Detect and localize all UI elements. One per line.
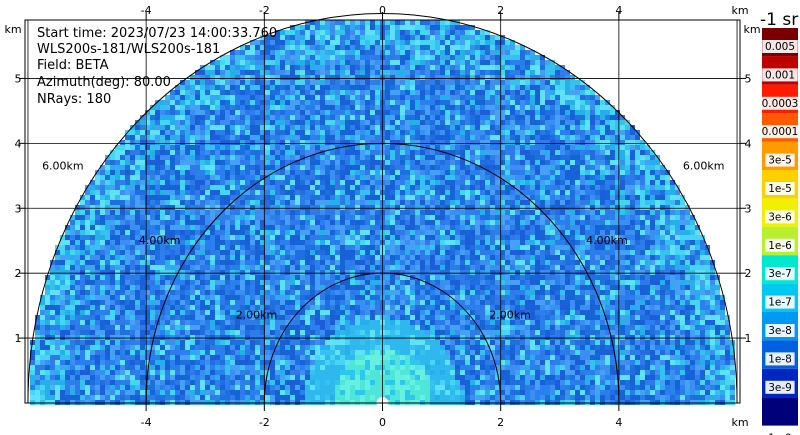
nrays-text: NRays: 180 bbox=[37, 92, 112, 107]
colorbar-label-bg bbox=[759, 125, 800, 139]
colorbar-label-bg bbox=[765, 182, 795, 195]
colorbar-label: 3e-8 bbox=[765, 324, 795, 337]
field-cells bbox=[335, 350, 425, 405]
x-tick-label-top: 2 bbox=[497, 4, 504, 17]
x-tick-label-top: -4 bbox=[141, 4, 152, 17]
field-cells bbox=[30, 20, 735, 405]
y-tick-label-right: 5 bbox=[745, 72, 752, 85]
y-tick-label-right: 3 bbox=[745, 202, 752, 215]
colorbar-swatch bbox=[762, 397, 798, 426]
y-tick-label: 1 bbox=[15, 332, 22, 345]
x-tick-label-top: 0 bbox=[379, 4, 386, 17]
axes: -4 -4 -2 -2 0 0 2 2 4 4 1 1 2 2 3 3 4 4 5 5 km km km km bbox=[4, 4, 760, 429]
range-ring-label: 6.00km bbox=[683, 160, 725, 173]
colorbar-label: 1e-8 bbox=[765, 352, 795, 366]
colorbar-label-bg bbox=[759, 96, 800, 110]
colorbar-label-bg bbox=[762, 68, 798, 82]
colorbar-label-bg bbox=[765, 238, 795, 252]
colorbar-label-text: 3e-9 bbox=[768, 382, 792, 394]
colorbar-label: 1e-7 bbox=[765, 295, 795, 309]
x-tick-label: 4 bbox=[615, 416, 622, 429]
field-text: Field: BETA bbox=[37, 58, 109, 73]
range-rings: 2.00km 2.00km 4.00km 4.00km 6.00km 6.00km bbox=[27, 13, 738, 404]
y-tick-label-right: 1 bbox=[745, 332, 752, 345]
y-tick-label: 2 bbox=[15, 267, 22, 280]
colorbar-label: 1e-9 bbox=[765, 431, 795, 435]
x-tick-label-top: -2 bbox=[259, 4, 270, 17]
range-ring-label: 6.00km bbox=[42, 160, 84, 173]
colorbar-title: -1 sr bbox=[760, 10, 799, 30]
range-ring-label: 4.00km bbox=[139, 234, 181, 247]
x-axis-unit-label: km bbox=[731, 416, 748, 429]
y-axis-unit-label: km bbox=[4, 23, 21, 36]
colorbar-label-text: 0.0001 bbox=[762, 126, 799, 138]
colorbar-label-text: 0.005 bbox=[765, 41, 795, 53]
y-tick-label: 3 bbox=[15, 202, 22, 215]
colorbar-label-text: 3e-7 bbox=[768, 268, 792, 280]
field-cells bbox=[305, 315, 460, 405]
colorbar-label-text: 0.0003 bbox=[762, 98, 799, 110]
colorbar-label: 0.0003 bbox=[759, 96, 800, 110]
instrument-text: WLS200s-181/WLS200s-181 bbox=[37, 42, 221, 57]
colorbar-label-text: 3e-8 bbox=[768, 325, 792, 337]
range-ring bbox=[263, 272, 502, 404]
colorbar-label: 0.001 bbox=[762, 68, 798, 82]
colorbar-label-text: 1e-5 bbox=[768, 183, 792, 195]
field-cells bbox=[35, 20, 735, 405]
colorbar-label: 3e-5 bbox=[765, 153, 795, 167]
colorbar: 0.005 0.001 0.0003 0.0001 3e-5 1e-5 3e-6 1e-6 3e… bbox=[759, 28, 800, 435]
colorbar-label-text: 3e-6 bbox=[768, 211, 792, 223]
colorbar-label-text: 1e-9 bbox=[768, 433, 792, 435]
colorbar-label: 3e-9 bbox=[765, 380, 795, 394]
colorbar-label-text: 1e-6 bbox=[768, 240, 792, 252]
colorbar-label-bg bbox=[765, 431, 795, 435]
colorbar-label-bg bbox=[765, 153, 795, 167]
azimuth-text: Azimuth(deg): 80.00 bbox=[37, 75, 171, 90]
colorbar-label: 1e-5 bbox=[765, 182, 795, 195]
colorbar-label-bg bbox=[765, 352, 795, 366]
y-tick-label: 4 bbox=[15, 137, 22, 150]
range-ring bbox=[145, 142, 620, 404]
range-ring-label: 2.00km bbox=[489, 309, 531, 322]
grid-lines bbox=[25, 20, 740, 403]
colorbar-label-text: 0.001 bbox=[765, 69, 795, 81]
colorbar-label: 0.005 bbox=[762, 40, 798, 53]
x-tick-label: -4 bbox=[141, 416, 152, 429]
colorbar-label: 3e-7 bbox=[765, 267, 795, 281]
field-cells bbox=[40, 20, 725, 405]
colorbar-label-bg bbox=[765, 210, 795, 224]
x-tick-label: -2 bbox=[259, 416, 270, 429]
x-tick-label: 0 bbox=[379, 416, 386, 429]
y-tick-label: 5 bbox=[15, 72, 22, 85]
y-axis-unit-label-right: km bbox=[743, 23, 760, 36]
colorbar-label: 3e-6 bbox=[765, 210, 795, 224]
colorbar-label-text: 1e-8 bbox=[768, 353, 792, 365]
range-ring-label: 4.00km bbox=[586, 234, 628, 247]
x-axis-unit-label-top: km bbox=[731, 4, 748, 17]
field-cells bbox=[335, 350, 425, 405]
colorbar-label-text: 3e-5 bbox=[768, 155, 792, 167]
colorbar-label-bg bbox=[765, 380, 795, 394]
y-tick-label-right: 2 bbox=[745, 267, 752, 280]
colorbar-label-bg bbox=[765, 324, 795, 337]
colorbar-label-bg bbox=[762, 40, 798, 53]
x-tick-label: 2 bbox=[497, 416, 504, 429]
colorbar-label: 1e-6 bbox=[765, 238, 795, 252]
colorbar-label: 0.0001 bbox=[759, 125, 800, 139]
colorbar-label-bg bbox=[765, 267, 795, 281]
start-time-text: Start time: 2023/07/23 14:00:33.760 bbox=[37, 26, 278, 41]
range-ring-label: 2.00km bbox=[236, 309, 278, 322]
y-tick-label-right: 4 bbox=[745, 137, 752, 150]
x-tick-label-top: 4 bbox=[615, 4, 622, 17]
colorbar-label-bg bbox=[765, 295, 795, 309]
colorbar-label-text: 1e-7 bbox=[768, 297, 792, 309]
